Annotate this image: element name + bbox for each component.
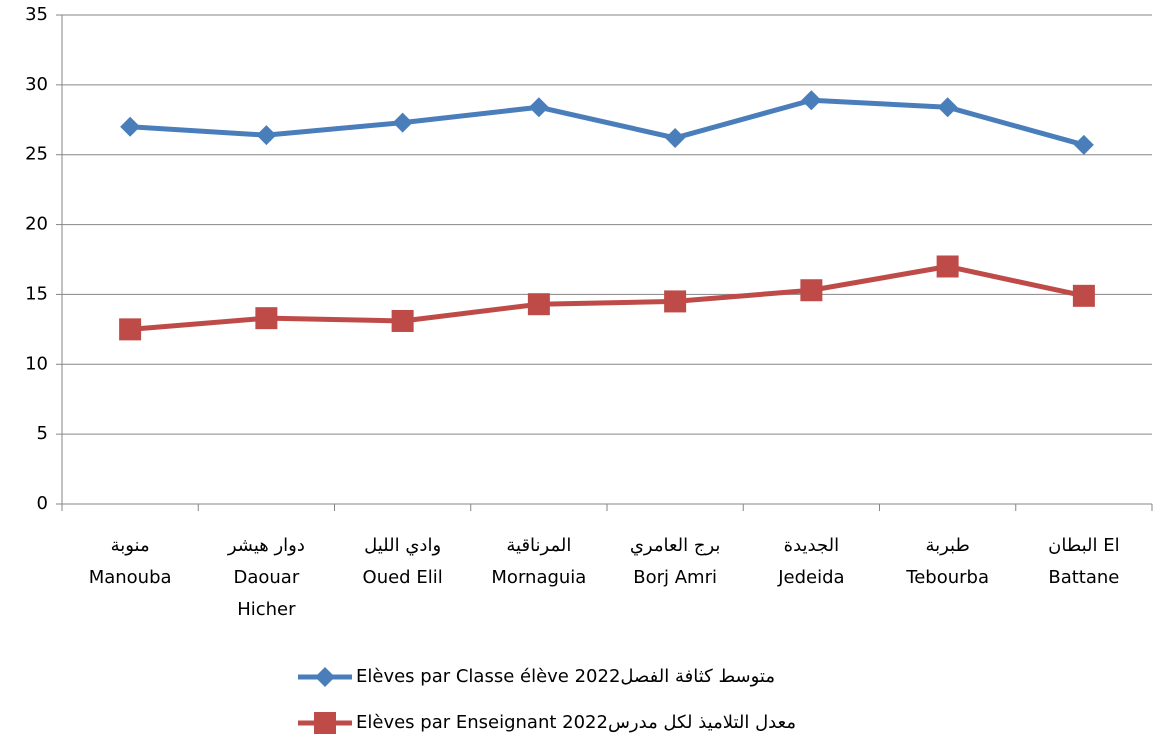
series-line [129, 263, 1085, 332]
data-point [119, 318, 142, 341]
x-tick-label: Manouba [89, 567, 172, 588]
x-tick-label: Daouar [234, 567, 300, 588]
data-point [801, 90, 822, 111]
data-point [937, 97, 958, 118]
y-tick-label: 30 [25, 74, 48, 95]
legend-label: Elèves par Classe élève 2022متوسط كثافة … [356, 666, 775, 687]
x-tick-label: Jedeida [777, 567, 844, 588]
y-tick-label: 15 [25, 283, 48, 304]
y-tick-label: 0 [37, 493, 48, 514]
data-point [392, 112, 413, 133]
legend-marker [315, 667, 335, 687]
data-point [936, 255, 959, 278]
x-tick-label: دوار هيشر [227, 535, 305, 556]
x-tick-label: البطان El [1048, 535, 1120, 556]
data-point [255, 307, 278, 330]
data-point [528, 97, 549, 118]
data-point [527, 293, 550, 316]
data-point [1073, 134, 1094, 155]
x-tick-label: Battane [1048, 567, 1119, 588]
x-tick-label: Mornaguia [491, 567, 586, 588]
x-tick-label: Hicher [237, 599, 296, 620]
x-tick-label: Oued Elil [363, 567, 443, 588]
x-tick-label: الجديدة [784, 535, 839, 556]
data-point [1072, 284, 1095, 307]
data-point [256, 125, 277, 146]
x-tick-label: طبربة [925, 535, 969, 556]
y-tick-label: 10 [25, 353, 48, 374]
y-tick-label: 20 [25, 214, 48, 235]
x-tick-label: منوبة [111, 535, 150, 556]
data-point [391, 309, 414, 332]
y-tick-label: 35 [25, 4, 48, 25]
data-point [665, 127, 686, 148]
data-point [800, 279, 823, 302]
legend-label: Elèves par Enseignant 2022معدل التلاميذ … [356, 712, 796, 733]
x-tick-label: Borj Amri [633, 567, 717, 588]
x-tick-label: برج العامري [630, 535, 721, 556]
x-tick-label: وادي الليل [364, 535, 441, 556]
data-point [120, 116, 141, 137]
y-tick-label: 25 [25, 144, 48, 165]
data-point [664, 290, 687, 313]
x-tick-label: Tebourba [905, 567, 989, 588]
y-tick-label: 5 [37, 423, 48, 444]
legend-marker [314, 712, 336, 734]
x-tick-label: المرناقية [506, 535, 571, 556]
series-line [129, 97, 1085, 148]
